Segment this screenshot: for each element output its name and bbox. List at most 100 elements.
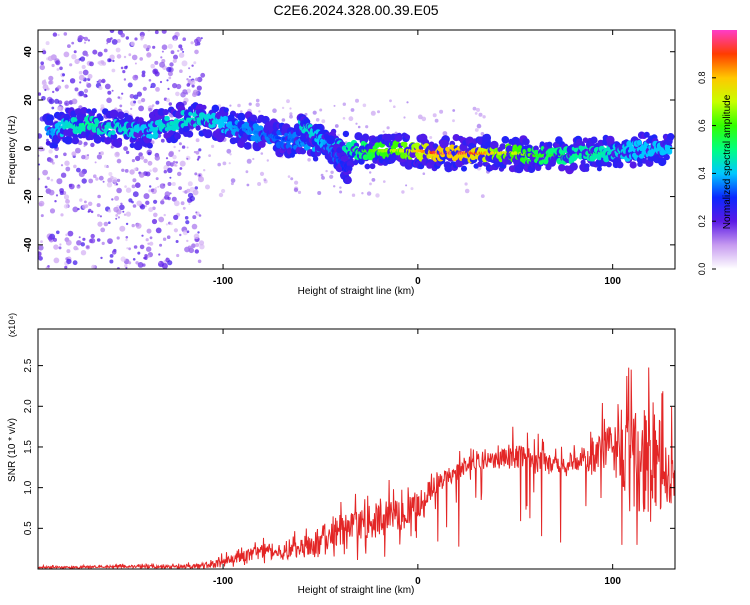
spectrogram-cell [161, 263, 168, 269]
spectrogram-cell [154, 155, 160, 161]
spectrogram-cell [169, 222, 173, 226]
spectrogram-cell [362, 133, 370, 141]
spectrogram-cell [369, 182, 372, 186]
spectrogram-cell [103, 221, 109, 227]
spectrogram-cell [71, 98, 78, 105]
spectrogram-cell [82, 204, 87, 209]
spectrogram-cell [197, 231, 200, 234]
spectrogram-cell [151, 104, 155, 107]
spectrogram-cell [641, 150, 647, 156]
x-tick-label: 100 [604, 576, 621, 587]
spectrogram-cell [47, 265, 50, 268]
spectrogram-cell [119, 225, 126, 232]
spectrogram-cell [135, 182, 141, 188]
spectrogram-cell [190, 41, 194, 45]
spectrogram-cell [80, 250, 87, 256]
spectrogram-cell [106, 38, 112, 43]
spectrogram-cell [643, 131, 650, 138]
spectrogram-cell [198, 176, 204, 183]
spectrogram-cell [246, 158, 252, 164]
spectrogram-cell [188, 111, 193, 116]
spectrogram-cell [442, 131, 448, 136]
spectrogram-cell [63, 51, 70, 58]
spectrogram-cell [53, 244, 59, 250]
spectrogram-cell [343, 155, 349, 161]
colorbar-tick-label: 0.8 [697, 72, 707, 85]
spectrogram-cell [198, 174, 201, 177]
spectrogram-cell [40, 214, 44, 218]
spectrogram-cell [395, 135, 403, 142]
spectrogram-cell [194, 49, 199, 55]
spectrogram-cell [96, 238, 101, 242]
spectrogram-cell [63, 204, 69, 209]
spectrogram-cell [159, 80, 163, 84]
spectrogram-cell [166, 98, 170, 103]
spectrogram-cell [48, 158, 54, 163]
spectrogram-cell [134, 62, 137, 65]
spectrogram-cell [183, 125, 190, 133]
spectrogram-cell [393, 105, 396, 108]
spectrogram-cell [252, 157, 255, 161]
spectrogram-cell [189, 195, 195, 202]
spectrogram-cell [173, 228, 178, 233]
y-tick-label: -20 [23, 189, 34, 204]
spectrogram-cell [131, 223, 135, 228]
spectrogram-cell [46, 176, 50, 180]
spectrogram-cell [172, 154, 177, 160]
spectrogram-cell [478, 112, 483, 117]
spectrogram-cell [101, 61, 107, 66]
spectrogram-cell [88, 201, 93, 206]
spectrogram-cell [248, 102, 252, 106]
spectrogram-cell [139, 31, 145, 37]
spectrogram-cell [203, 169, 206, 172]
spectrogram-cell [195, 77, 199, 82]
spectrogram-cell [129, 142, 135, 149]
y-tick-label: 2.5 [23, 358, 34, 372]
spectrogram-cell [78, 90, 85, 97]
spectrogram-cell [325, 169, 328, 173]
spectrogram-cell [95, 177, 99, 181]
spectrogram-cell [161, 44, 168, 50]
spectrogram-cell [223, 107, 229, 113]
spectrogram-cell [347, 170, 352, 174]
spectrogram-cell [75, 147, 81, 154]
spectrogram-cell [155, 87, 160, 92]
spectrogram-cell [164, 115, 170, 122]
spectrogram-cell [46, 87, 50, 91]
spectrogram-cell [97, 79, 103, 84]
spectrogram-cell [158, 253, 161, 256]
spectrogram-cell [150, 63, 155, 69]
spectrogram-cell [108, 221, 111, 224]
spectrogram-cell [40, 61, 44, 65]
spectrogram-cell [148, 207, 154, 213]
spectrogram-cell [149, 236, 153, 240]
spectrogram-cell [122, 70, 126, 74]
spectrogram-cell [186, 78, 189, 81]
spectrogram-cell [336, 147, 343, 154]
spectrogram-cell [106, 97, 112, 104]
spectrogram-cell [71, 136, 80, 145]
spectrogram-cell [330, 170, 334, 174]
spectrogram-cell [188, 203, 191, 205]
spectrogram-cell [124, 65, 128, 70]
spectrogram-cell [357, 125, 361, 129]
snr-x-ticks: -100 0 100 [213, 329, 621, 587]
spectrogram-cell [108, 172, 113, 176]
spectrogram-cell [168, 102, 172, 106]
spectrogram-cell [533, 145, 539, 152]
spectrogram-cell [158, 216, 165, 223]
spectrogram-cell [339, 186, 342, 189]
colorbar-gradient [712, 30, 737, 269]
spectrogram-cell [143, 256, 146, 260]
spectrogram-cell [125, 115, 133, 123]
spectrogram-cell [149, 241, 154, 246]
spectrogram-cell [78, 58, 82, 61]
spectrogram-cell [104, 164, 108, 168]
spectrogram-cell [196, 85, 202, 91]
spectrogram-cell [139, 244, 145, 250]
spectrogram-cell [217, 162, 221, 167]
spectrogram-cell [73, 164, 77, 169]
spectrogram-cell [442, 140, 449, 147]
spectrogram-cell [79, 81, 82, 84]
spectrogram-x-label: Height of straight line (km) [298, 286, 415, 297]
